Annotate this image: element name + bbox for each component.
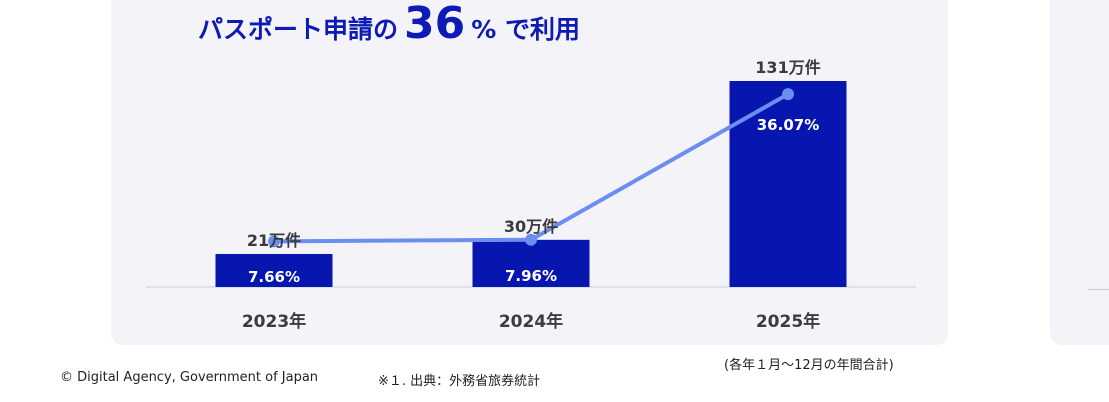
bar-3	[729, 81, 847, 287]
adjacent-panel	[1050, 0, 1109, 345]
bar-value-label-2: 30万件	[504, 217, 558, 236]
period-note: (各年１月〜12月の年間合計)	[724, 358, 894, 373]
ratio-point-3	[782, 88, 794, 101]
source-note: ※１. 出典：外務省旅券統計	[378, 374, 541, 389]
bar-value-label-1: 21万件	[247, 231, 301, 250]
ratio-point-1	[268, 235, 280, 248]
ratio-label-2: 7.96%	[505, 267, 557, 285]
headline: パスポート申請の 36 % で利用	[198, 2, 580, 52]
copyright-text: © Digital Agency, Government of Japan	[60, 370, 319, 385]
ratio-label-1: 7.66%	[248, 268, 300, 286]
category-label-1: 2023年	[242, 311, 306, 332]
bar-2	[472, 239, 590, 287]
headline-suffix: % で利用	[471, 15, 581, 44]
headline-prefix: パスポート申請の	[198, 15, 399, 44]
ratio-label-3: 36.07%	[757, 116, 819, 134]
category-label-2: 2024年	[499, 311, 563, 332]
category-label-3: 2025年	[756, 311, 820, 332]
bar-1	[215, 253, 333, 287]
adjacent-panel-rule	[1088, 289, 1109, 290]
ratio-point-2	[525, 233, 537, 246]
headline-number: 36	[404, 0, 466, 49]
bar-value-label-3: 131万件	[755, 58, 820, 77]
